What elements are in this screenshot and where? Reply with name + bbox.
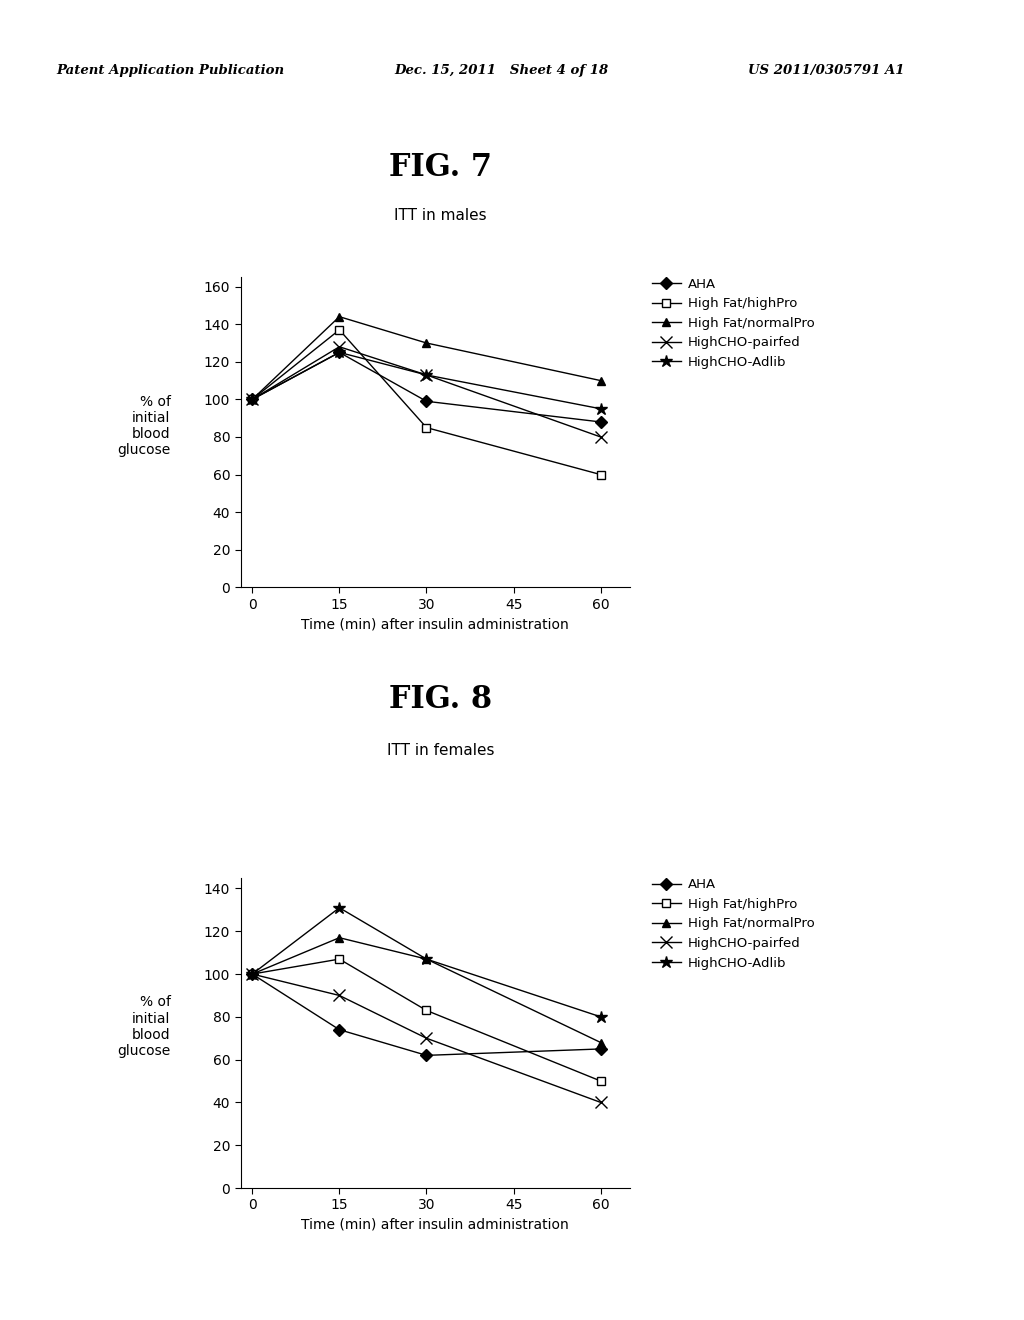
Text: FIG. 7: FIG. 7	[389, 153, 492, 183]
Y-axis label: % of
initial
blood
glucose: % of initial blood glucose	[118, 395, 171, 458]
Text: FIG. 8: FIG. 8	[389, 685, 492, 715]
Text: Dec. 15, 2011   Sheet 4 of 18: Dec. 15, 2011 Sheet 4 of 18	[394, 65, 608, 77]
Text: US 2011/0305791 A1: US 2011/0305791 A1	[748, 65, 904, 77]
X-axis label: Time (min) after insulin administration: Time (min) after insulin administration	[301, 1218, 569, 1232]
Y-axis label: % of
initial
blood
glucose: % of initial blood glucose	[118, 995, 171, 1059]
Text: Patent Application Publication: Patent Application Publication	[56, 65, 285, 77]
Text: ITT in females: ITT in females	[387, 743, 494, 758]
Legend: AHA, High Fat/highPro, High Fat/normalPro, HighCHO-pairfed, HighCHO-Adlib: AHA, High Fat/highPro, High Fat/normalPr…	[652, 277, 814, 370]
X-axis label: Time (min) after insulin administration: Time (min) after insulin administration	[301, 618, 569, 631]
Legend: AHA, High Fat/highPro, High Fat/normalPro, HighCHO-pairfed, HighCHO-Adlib: AHA, High Fat/highPro, High Fat/normalPr…	[652, 878, 814, 970]
Text: ITT in males: ITT in males	[394, 207, 486, 223]
